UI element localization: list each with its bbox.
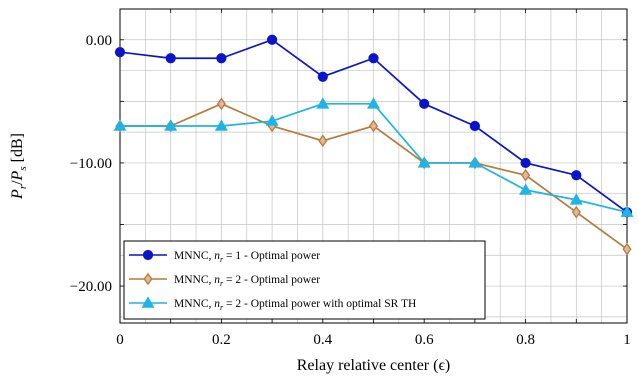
legend-entry-3: MNNC, nr = 2 - Optimal power with optima… <box>129 296 416 312</box>
data-point <box>521 168 531 182</box>
data-point <box>216 97 226 111</box>
svg-text:MNNC, nr = 1 - Optimal power: MNNC, nr = 1 - Optimal power <box>174 250 320 264</box>
legend-entry-2: MNNC, nr = 2 - Optimal power <box>129 272 320 288</box>
data-point <box>367 97 380 109</box>
data-point <box>520 157 531 169</box>
x-tick-label: 0.6 <box>415 332 434 348</box>
x-tick-label: 0.8 <box>516 332 535 348</box>
data-point <box>571 170 582 181</box>
data-point <box>368 53 379 64</box>
series-2 <box>115 97 632 256</box>
data-point <box>469 120 480 132</box>
data-point <box>620 205 634 217</box>
data-point <box>569 193 583 205</box>
data-point <box>419 98 430 109</box>
legend-entry-1: MNNC, nr = 1 - Optimal power <box>129 249 320 264</box>
legend-box <box>123 240 486 320</box>
legend-marker-shape <box>142 249 154 261</box>
data-point <box>316 97 330 109</box>
x-tick-label: 0 <box>116 332 124 348</box>
data-point <box>468 156 482 168</box>
data-point <box>318 134 328 148</box>
svg-text:MNNC, nr = 2 - Optimal power: MNNC, nr = 2 - Optimal power <box>174 274 320 288</box>
data-point <box>265 114 279 126</box>
data-point <box>368 119 379 133</box>
x-axis: 0 0.2 0.4 0.6 0.8 1 <box>116 9 631 348</box>
data-point <box>417 156 431 168</box>
series-group <box>113 34 634 256</box>
data-point <box>267 34 278 45</box>
data-point <box>216 53 227 64</box>
legend-marker-3 <box>141 296 155 308</box>
data-point <box>114 46 126 58</box>
data-point <box>214 119 228 131</box>
data-point <box>519 183 533 195</box>
legend-marker-1 <box>142 249 154 261</box>
legend-marker-shape <box>143 272 153 286</box>
legend-marker-2 <box>143 272 153 286</box>
data-point <box>113 119 127 131</box>
svg-text:MNNC, nr = 2 - Optimal power w: MNNC, nr = 2 - Optimal power with optima… <box>174 298 416 312</box>
legend-marker-shape <box>141 296 155 308</box>
x-tick-label: 0.2 <box>212 332 231 348</box>
y-axis-label: Pr/Ps [dB] <box>9 133 29 200</box>
data-point <box>317 71 328 82</box>
x-tick-label: 1 <box>623 332 631 348</box>
y-tick-label: −20.00 <box>70 279 112 295</box>
y-tick-label: 0.00 <box>86 33 112 49</box>
data-point <box>571 205 581 219</box>
series-3 <box>113 97 634 217</box>
x-axis-label: Relay relative center (ϵ) <box>297 357 451 374</box>
data-point <box>622 242 632 256</box>
data-point <box>165 53 176 64</box>
y-tick-label: −10.00 <box>70 156 112 172</box>
x-tick-label: 0.4 <box>313 332 332 348</box>
y-axis: 0.00 −10.00 −20.00 <box>70 33 627 295</box>
legend: MNNC, nr = 1 - Optimal power MNNC, nr = … <box>123 240 486 320</box>
data-point <box>164 119 178 131</box>
